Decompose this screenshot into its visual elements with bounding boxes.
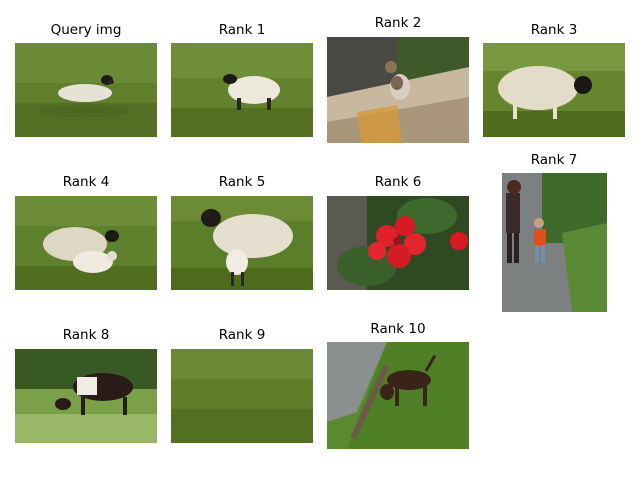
query-image <box>15 43 157 137</box>
rank-8-image <box>15 349 157 443</box>
rank-4-image <box>15 196 157 290</box>
rank-3-image <box>483 43 625 137</box>
panel-title: Rank 10 <box>370 321 426 337</box>
rank-7-image <box>502 173 607 312</box>
panel-title: Rank 3 <box>530 22 578 38</box>
panel-title: Rank 6 <box>374 174 422 190</box>
panel-title: Rank 7 <box>530 152 578 168</box>
panel-title: Rank 8 <box>62 327 110 343</box>
rank-2-image <box>327 37 469 143</box>
panel-title: Rank 2 <box>374 15 422 31</box>
panel-title: Rank 5 <box>218 174 266 190</box>
panel-title: Rank 1 <box>218 22 266 38</box>
rank-1-image <box>171 43 313 137</box>
rank-10-image <box>327 342 469 449</box>
rank-9-image <box>171 349 313 443</box>
rank-5-image <box>171 196 313 290</box>
panel-title: Query img <box>50 22 122 38</box>
panel-title: Rank 9 <box>218 327 266 343</box>
panel-title: Rank 4 <box>62 174 110 190</box>
rank-6-image <box>327 196 469 290</box>
